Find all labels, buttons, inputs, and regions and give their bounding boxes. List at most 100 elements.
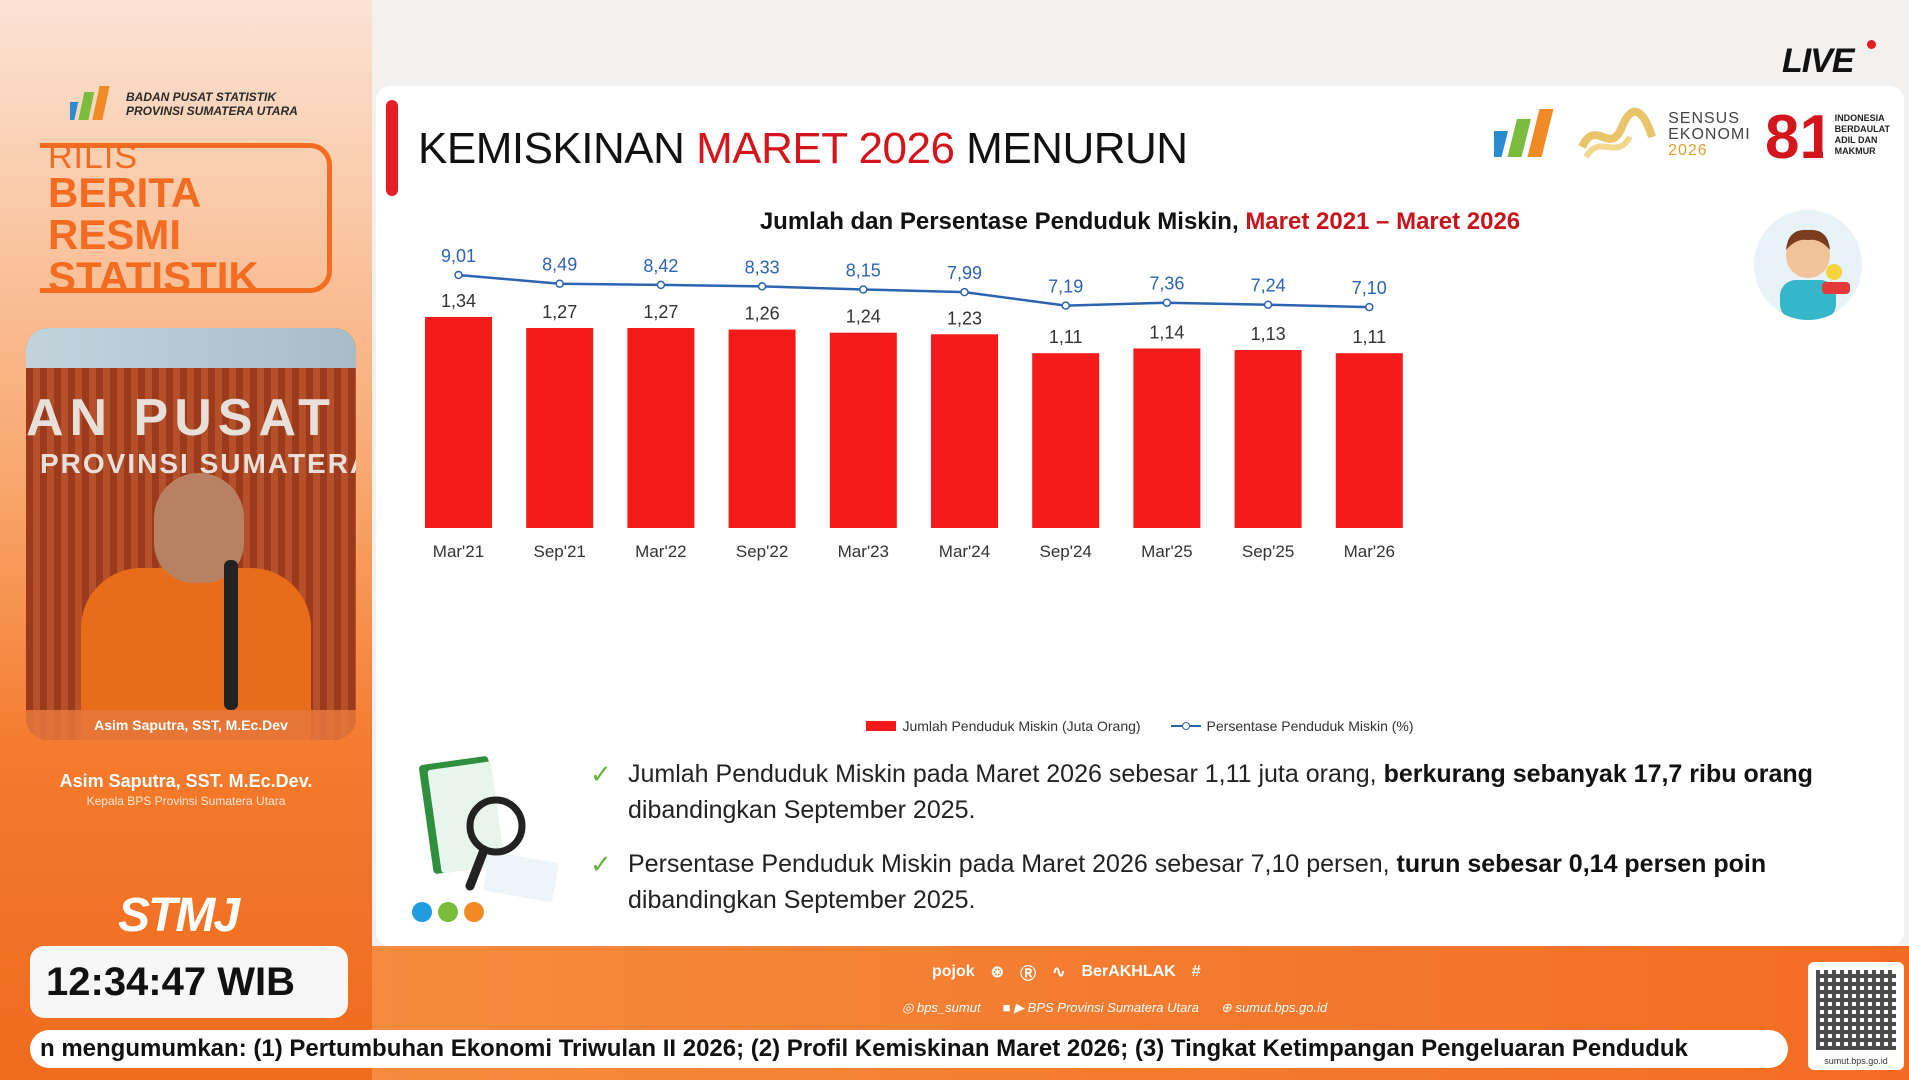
bar-data-label: 1,11 xyxy=(1049,327,1083,347)
resmi-label: RESMI xyxy=(48,211,182,258)
instagram-icon: ◎ xyxy=(902,1000,914,1015)
ticker-text: n mengumumkan: (1) Pertumbuhan Ekonomi T… xyxy=(40,1035,1688,1062)
qr-caption: sumut.bps.go.id xyxy=(1824,1056,1888,1066)
pojok-statistik-logo: pojok xyxy=(932,963,975,980)
instagram-link[interactable]: ◎ bps_sumut xyxy=(902,1000,981,1016)
bullet-emphasis: berkurang sebanyak 17,7 ribu orang xyxy=(1383,760,1813,788)
bullet-tail: dibandingkan September 2025. xyxy=(628,796,976,824)
check-icon: ✓ xyxy=(590,849,612,879)
bullet-text: Jumlah Penduduk Miskin pada Maret 2026 s… xyxy=(628,756,1890,828)
globe-icon: ⊕ xyxy=(1220,1000,1232,1015)
bullet-text: Persentase Penduduk Miskin pada Maret 20… xyxy=(628,846,1890,918)
bangga-melayani-icon: # xyxy=(1191,963,1201,980)
org-line2: PROVINSI SUMATERA UTARA xyxy=(126,104,298,118)
check-icon: ✓ xyxy=(590,759,612,789)
bps-logo-icon xyxy=(1494,109,1554,157)
chart-title-highlight: Maret 2021 – Maret 2026 xyxy=(1245,208,1521,235)
bar-data-label: 1,23 xyxy=(947,308,982,328)
chart-legend: Jumlah Penduduk Miskin (Juta Orang) Pers… xyxy=(376,718,1904,734)
legend-swatch-bar xyxy=(866,721,897,731)
line-data-label: 7,19 xyxy=(1048,277,1083,297)
chart-title: Jumlah dan Persentase Penduduk Miskin, M… xyxy=(376,208,1904,236)
line-point xyxy=(859,285,868,294)
line-point xyxy=(656,280,666,290)
line-point xyxy=(1061,301,1070,310)
chart-title-pre: Jumlah dan Persentase Penduduk Miskin, xyxy=(759,208,1246,235)
line-data-label: 8,49 xyxy=(542,255,577,275)
statistik-label: STATISTIK xyxy=(48,253,259,300)
line-data-label: 8,33 xyxy=(745,257,780,277)
legend-swatch-line xyxy=(1170,722,1201,730)
presentation-slide: KEMISKINAN MARET 2026 MENURUN SENSUS EKO… xyxy=(376,86,1904,946)
line-data-label: 7,10 xyxy=(1352,278,1387,298)
bar-data-label: 1,24 xyxy=(846,307,881,327)
bullet-emphasis: turun sebesar 0,14 persen poin xyxy=(1396,850,1767,878)
sensus-ekonomi-icon xyxy=(1578,107,1656,159)
bps-logo: BADAN PUSAT STATISTIK PROVINSI SUMATERA … xyxy=(70,84,298,124)
qr-code-icon xyxy=(1816,970,1896,1050)
svg-text:81: 81 xyxy=(1765,103,1823,170)
rb-logo-icon: Ⓡ xyxy=(1020,966,1037,983)
social-name: BPS Provinsi Sumatera Utara xyxy=(1027,1000,1199,1015)
x-tick-label: Mar'25 xyxy=(1141,542,1192,561)
decorative-dots xyxy=(412,902,484,922)
website-link[interactable]: ⊕ sumut.bps.go.id xyxy=(1221,1000,1327,1016)
bar xyxy=(728,329,796,528)
photo-caption: Asim Saputra, SST, M.Ec.Dev xyxy=(26,710,356,740)
sensus-line2: EKONOMI xyxy=(1668,126,1751,143)
sensus-line1: SENSUS xyxy=(1668,110,1740,127)
dot-orange xyxy=(464,902,484,922)
bar-data-label: 1,27 xyxy=(643,302,678,322)
ri-81-logo-icon: 81 xyxy=(1765,103,1823,170)
speaker-role: Kepala BPS Provinsi Sumatera Utara xyxy=(86,794,286,808)
line-point xyxy=(555,279,564,288)
youtube-icon: ▶ xyxy=(1014,1000,1025,1015)
facebook-youtube-link[interactable]: ■ ▶ BPS Provinsi Sumatera Utara xyxy=(1003,1000,1199,1016)
dot-green xyxy=(438,902,458,922)
speaker-video: AN PUSAT STA PROVINSI SUMATERA UTA Asim … xyxy=(26,328,356,740)
series-line xyxy=(458,273,1370,309)
worried-person-illustration-icon xyxy=(1754,210,1862,320)
bullet-lead: Jumlah Penduduk Miskin pada Maret 2026 s… xyxy=(628,760,1384,788)
x-tick-label: Mar'21 xyxy=(433,542,484,561)
slide-title: KEMISKINAN MARET 2026 MENURUN xyxy=(418,124,1188,174)
bar-data-label: 1,26 xyxy=(745,304,780,324)
berakhlak-logo: BerAKHLAK xyxy=(1081,963,1176,980)
bar-data-label: 1,27 xyxy=(542,302,577,322)
x-tick-label: Mar'24 xyxy=(939,542,990,561)
stmj-logo: STMJ xyxy=(118,889,240,942)
dot-blue xyxy=(412,902,432,922)
list-item: ✓ Jumlah Penduduk Miskin pada Maret 2026… xyxy=(590,756,1890,828)
line-point xyxy=(1263,300,1273,309)
line-point xyxy=(757,282,767,291)
line-data-label: 7,24 xyxy=(1251,276,1286,296)
microphone-icon xyxy=(224,560,238,710)
bar-data-label: 1,13 xyxy=(1251,324,1286,344)
document-magnifier-illustration-icon xyxy=(416,746,566,926)
bullet-lead: Persentase Penduduk Miskin pada Maret 20… xyxy=(628,850,1397,878)
bar xyxy=(1234,350,1302,528)
line-data-label: 7,36 xyxy=(1149,274,1184,294)
facebook-icon: ■ xyxy=(1002,1000,1011,1015)
bar-data-label: 1,34 xyxy=(441,291,476,311)
bar xyxy=(526,327,594,528)
tagline-line: INDONESIA xyxy=(1834,113,1885,123)
legend-item-line: Persentase Penduduk Miskin (%) xyxy=(1170,718,1414,734)
key-findings-list: ✓ Jumlah Penduduk Miskin pada Maret 2026… xyxy=(590,756,1890,936)
line-point xyxy=(1162,298,1172,307)
photo-header-bar xyxy=(26,328,356,368)
x-tick-label: Sep'22 xyxy=(736,542,788,561)
x-tick-label: Mar'26 xyxy=(1344,542,1395,561)
sensus-ekonomi-text: SENSUS EKONOMI 2026 xyxy=(1668,111,1751,159)
bar xyxy=(1032,353,1100,528)
tagline-line: ADIL DAN xyxy=(1834,135,1878,145)
live-indicator-icon xyxy=(1867,40,1876,49)
qr-code: sumut.bps.go.id xyxy=(1808,962,1904,1070)
line-data-label: 8,15 xyxy=(846,260,881,280)
list-item: ✓ Persentase Penduduk Miskin pada Maret … xyxy=(590,846,1890,918)
x-tick-label: Mar'22 xyxy=(635,542,686,561)
legend-item-bar: Jumlah Penduduk Miskin (Juta Orang) xyxy=(866,718,1141,734)
bullet-tail: dibandingkan September 2025. xyxy=(628,886,976,914)
sensus-ekonomi-footer-icon: ∿ xyxy=(1052,964,1066,981)
tagline-line: BERDAULAT xyxy=(1834,124,1890,134)
